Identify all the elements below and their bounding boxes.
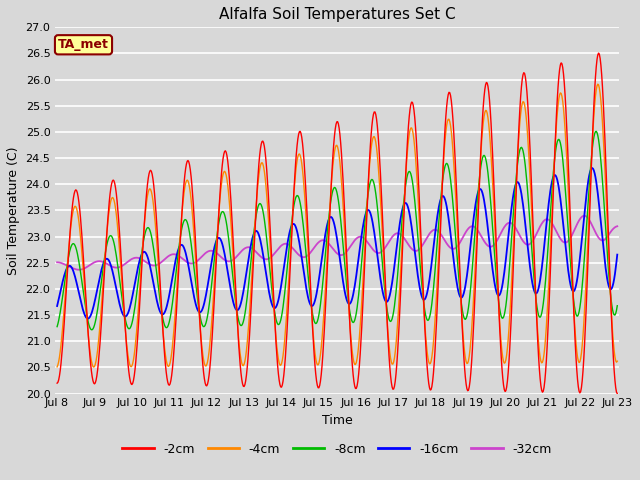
- X-axis label: Time: Time: [322, 414, 353, 427]
- Y-axis label: Soil Temperature (C): Soil Temperature (C): [7, 146, 20, 275]
- Title: Alfalfa Soil Temperatures Set C: Alfalfa Soil Temperatures Set C: [219, 7, 456, 22]
- Legend: -2cm, -4cm, -8cm, -16cm, -32cm: -2cm, -4cm, -8cm, -16cm, -32cm: [117, 438, 557, 461]
- Text: TA_met: TA_met: [58, 38, 109, 51]
